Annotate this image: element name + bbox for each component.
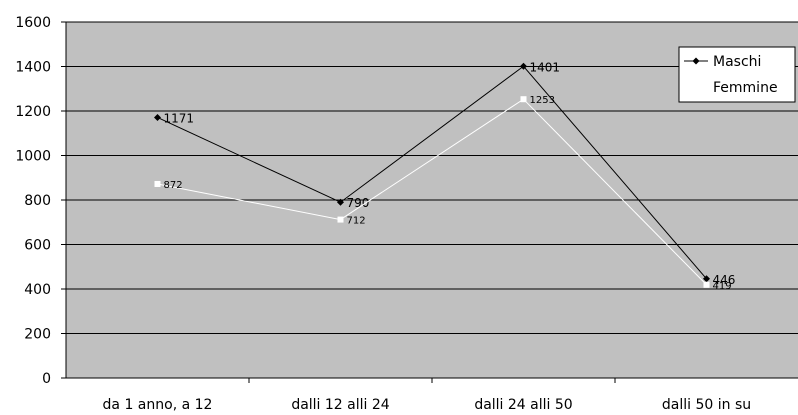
data-label: 419 (713, 281, 732, 292)
data-label: 1171 (164, 111, 195, 125)
legend-swatch-maschi-marker (692, 57, 700, 65)
y-tick-label: 400 (24, 282, 51, 298)
x-tick-label: dalli 24 alli 50 (474, 397, 572, 413)
series-layer: 1171 790 1401 446 872 712 1253 419 (154, 60, 736, 292)
data-point (520, 96, 527, 103)
data-point (703, 275, 710, 283)
y-tick-label: 800 (24, 193, 51, 209)
data-label: 1401 (530, 60, 561, 74)
data-point (337, 216, 344, 223)
y-tick-label: 600 (24, 238, 51, 254)
data-point (154, 113, 161, 121)
legend: Maschi Femmine (678, 46, 796, 103)
y-tick-label: 1200 (15, 104, 51, 120)
x-tick-label: dalli 12 alli 24 (291, 397, 389, 413)
y-tick-label: 1000 (15, 149, 51, 165)
data-label: 712 (347, 216, 366, 227)
data-point (337, 198, 344, 206)
y-tick-label: 200 (24, 327, 51, 343)
series-femmine: 872 712 1253 419 (154, 95, 732, 292)
data-label: 1253 (530, 95, 555, 106)
y-tick-label: 1600 (15, 15, 51, 31)
data-point (520, 62, 527, 70)
y-axis-ticks: 0 200 400 600 800 1000 1200 1400 1600 (15, 15, 66, 387)
y-tick-label: 1400 (15, 60, 51, 76)
y-tick-label: 0 (42, 371, 51, 387)
legend-label-femmine: Femmine (713, 80, 778, 96)
series-line (157, 98, 707, 286)
data-label: 872 (164, 180, 183, 191)
x-tick-label: da 1 anno, a 12 (103, 397, 213, 413)
data-point (154, 180, 161, 187)
gridlines (66, 21, 798, 334)
x-axis-ticks: da 1 anno, a 12 dalli 12 alli 24 dalli 24 … (103, 378, 751, 413)
legend-label-maschi: Maschi (713, 54, 761, 70)
x-tick-label: dalli 50 in su (662, 397, 751, 413)
data-point (703, 281, 710, 288)
series-maschi: 1171 790 1401 446 (154, 60, 736, 287)
data-label: 446 (713, 273, 736, 287)
legend-box (678, 46, 796, 103)
data-label: 790 (347, 196, 370, 210)
legend-swatch-femmine-marker (693, 84, 699, 90)
series-line (157, 65, 707, 280)
